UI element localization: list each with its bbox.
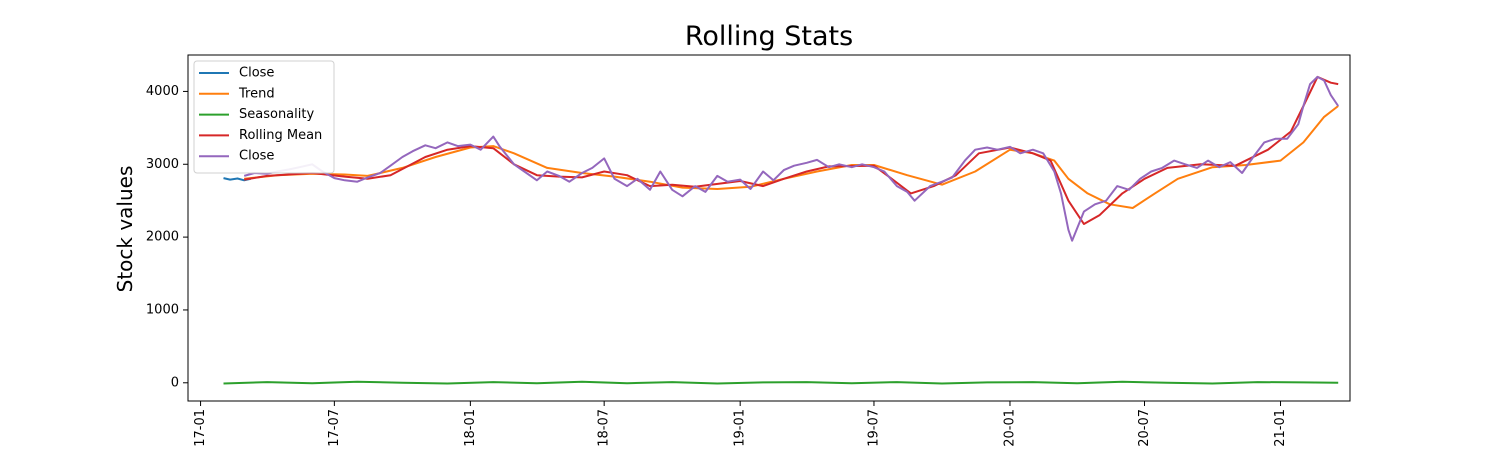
plot-area [223, 75, 1340, 385]
chart-title: Rolling Stats [685, 21, 853, 52]
series-line-1 [244, 105, 1339, 209]
series-line-3 [244, 75, 1339, 225]
x-tick-label: 21-01 [1273, 409, 1288, 447]
x-tick-label: 18-01 [463, 409, 478, 447]
x-tick-label: 19-07 [866, 409, 881, 447]
x-tick-label: 17-07 [327, 409, 342, 447]
series-line-2 [223, 380, 1339, 385]
y-axis-label: Stock values [113, 166, 137, 293]
y-tick-label: 4000 [146, 84, 179, 99]
y-tick-label: 1000 [146, 302, 179, 317]
legend: Close Trend Seasonality Rolling Mean Close [193, 60, 335, 174]
legend-label: Close [239, 66, 274, 81]
y-tick-label: 3000 [146, 157, 179, 172]
legend-label: Rolling Mean [239, 128, 322, 143]
series-line-4 [243, 75, 1340, 242]
x-axis: 17-01 17-07 18-01 18-07 19-01 19-07 20-01 20-07… [193, 401, 1288, 447]
y-tick-label: 2000 [146, 230, 179, 245]
x-tick-label: 20-07 [1137, 409, 1152, 447]
x-tick-label: 18-07 [597, 409, 612, 447]
x-tick-label: 19-01 [733, 409, 748, 447]
y-axis: 0 1000 2000 3000 4000 [146, 84, 188, 390]
x-tick-label: 17-01 [193, 409, 208, 447]
x-tick-label: 20-01 [1002, 409, 1017, 447]
legend-frame [193, 60, 335, 174]
legend-label: Close [239, 149, 274, 164]
legend-label: Seasonality [239, 107, 314, 122]
y-tick-label: 0 [171, 375, 179, 390]
axes-frame [187, 54, 1351, 402]
legend-label: Trend [238, 86, 275, 101]
